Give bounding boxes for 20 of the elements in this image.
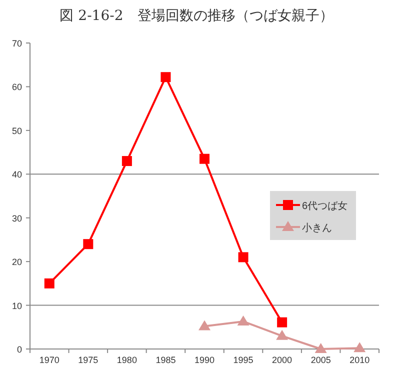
y-tick-label: 0 <box>16 344 22 354</box>
y-tick-label: 20 <box>12 257 22 268</box>
x-tick-label: 2000 <box>272 355 292 365</box>
legend-label: 小きん <box>302 222 332 234</box>
y-tick-label: 40 <box>12 170 22 180</box>
legend-label: 6代つば女 <box>302 200 348 212</box>
y-tick-label: 60 <box>12 82 22 92</box>
y-tick-label: 10 <box>12 300 22 311</box>
y-tick-label: 50 <box>12 126 22 136</box>
y-tick-label: 70 <box>12 38 22 48</box>
x-tick-label: 2005 <box>310 355 331 365</box>
x-tick-label: 1985 <box>156 355 176 365</box>
x-tick-label: 1995 <box>233 355 254 365</box>
chart-title: 図 2-16-2 登場回数の推移（つば女親子） <box>60 8 334 24</box>
x-tick-label: 2010 <box>350 355 370 365</box>
x-tick-label: 1990 <box>194 355 215 365</box>
x-tick-label: 1980 <box>116 355 137 365</box>
y-tick-label: 30 <box>12 213 22 224</box>
x-tick-label: 1970 <box>39 355 60 365</box>
x-tick-label: 1975 <box>78 355 98 365</box>
